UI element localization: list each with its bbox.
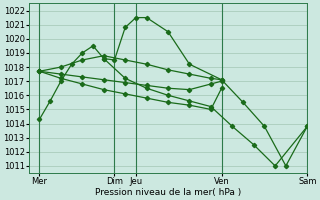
X-axis label: Pression niveau de la mer( hPa ): Pression niveau de la mer( hPa ) [95, 188, 241, 197]
